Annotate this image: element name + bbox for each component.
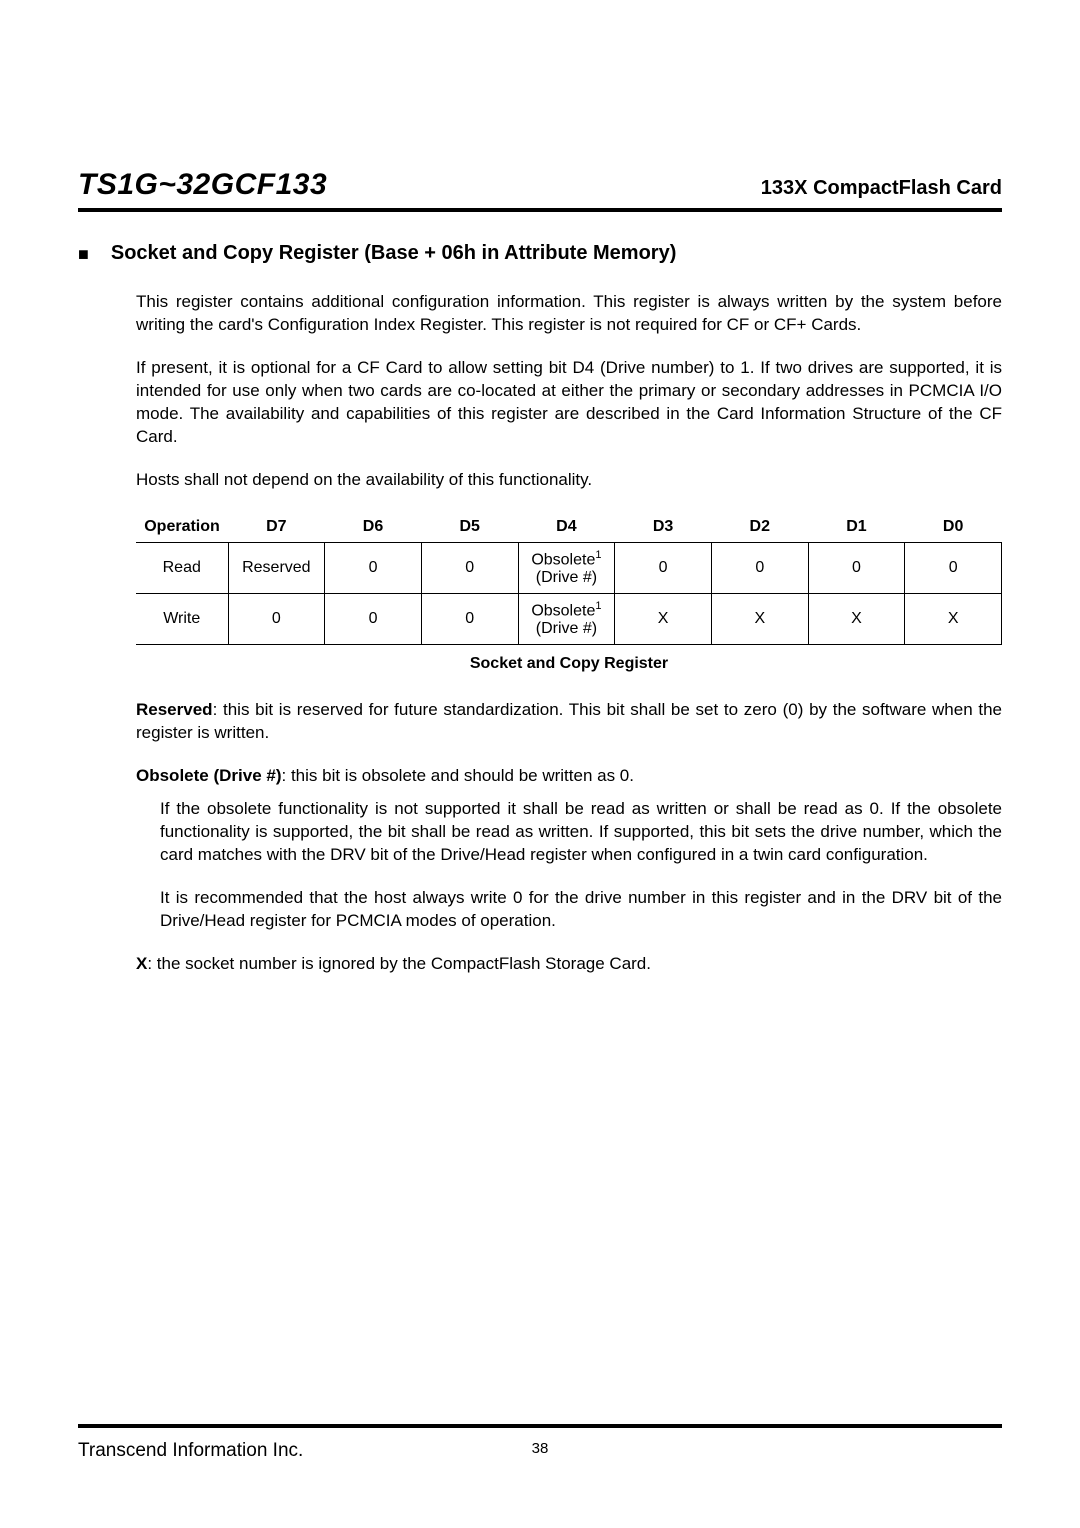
paragraph-x: X: the socket number is ignored by the C… [136, 953, 1002, 976]
cell-d5: 0 [421, 542, 518, 593]
cell-d0: X [905, 593, 1002, 644]
reserved-text: : this bit is reserved for future standa… [136, 700, 1002, 742]
cell-d4b: (Drive #) [536, 620, 597, 637]
col-d0: D0 [905, 512, 1002, 543]
paragraph-2: If present, it is optional for a CF Card… [136, 357, 1002, 449]
table-row: Read Reserved 0 0 Obsolete1 (Drive #) 0 0… [136, 542, 1002, 593]
cell-d2: 0 [711, 542, 808, 593]
paragraph-1: This register contains additional config… [136, 291, 1002, 337]
obsolete-text: : this bit is obsolete and should be wri… [282, 766, 634, 785]
table-row: Write 0 0 0 Obsolete1 (Drive #) X X X X [136, 593, 1002, 644]
cell-d7: 0 [228, 593, 325, 644]
cell-op: Read [136, 542, 228, 593]
x-text: : the socket number is ignored by the Co… [147, 954, 651, 973]
cell-d2: X [711, 593, 808, 644]
page-footer: Transcend Information Inc. 38 [78, 1424, 1002, 1462]
cell-d4b: (Drive #) [536, 569, 597, 586]
paragraph-7: It is recommended that the host always w… [160, 887, 1002, 933]
footer-company: Transcend Information Inc. [78, 1440, 303, 1462]
col-d5: D5 [421, 512, 518, 543]
paragraph-reserved: Reserved: this bit is reserved for futur… [136, 699, 1002, 745]
col-d3: D3 [615, 512, 712, 543]
cell-d4-sup: 1 [595, 600, 601, 612]
register-table: Operation D7 D6 D5 D4 D3 D2 D1 D0 Read R… [136, 512, 1002, 646]
col-d7: D7 [228, 512, 325, 543]
cell-d3: 0 [615, 542, 712, 593]
col-d4: D4 [518, 512, 615, 543]
col-d6: D6 [325, 512, 422, 543]
cell-d1: X [808, 593, 905, 644]
cell-d4: Obsolete1 (Drive #) [518, 593, 615, 644]
col-d2: D2 [711, 512, 808, 543]
bullet-icon: ■ [78, 245, 89, 263]
page-header: TS1G~32GCF133 133X CompactFlash Card [78, 168, 1002, 212]
cell-d6: 0 [325, 542, 422, 593]
body-content: This register contains additional config… [136, 291, 1002, 976]
cell-d1: 0 [808, 542, 905, 593]
table-caption: Socket and Copy Register [136, 655, 1002, 673]
col-operation: Operation [136, 512, 228, 543]
section-title: Socket and Copy Register (Base + 06h in … [111, 242, 677, 265]
paragraph-6: If the obsolete functionality is not sup… [160, 798, 1002, 867]
obsolete-label: Obsolete (Drive #) [136, 766, 282, 785]
table-header-row: Operation D7 D6 D5 D4 D3 D2 D1 D0 [136, 512, 1002, 543]
cell-d4a: Obsolete [531, 551, 595, 568]
footer-page-number: 38 [532, 1440, 549, 1457]
cell-d6: 0 [325, 593, 422, 644]
cell-d4: Obsolete1 (Drive #) [518, 542, 615, 593]
cell-d5: 0 [421, 593, 518, 644]
product-subtitle: 133X CompactFlash Card [761, 177, 1002, 200]
product-title: TS1G~32GCF133 [78, 168, 327, 202]
cell-d4-sup: 1 [595, 549, 601, 561]
paragraph-3: Hosts shall not depend on the availabili… [136, 469, 1002, 492]
col-d1: D1 [808, 512, 905, 543]
x-label: X [136, 954, 147, 973]
section-heading: ■ Socket and Copy Register (Base + 06h i… [78, 242, 1002, 265]
cell-op: Write [136, 593, 228, 644]
cell-d4a: Obsolete [531, 602, 595, 619]
cell-d3: X [615, 593, 712, 644]
cell-d7: Reserved [228, 542, 325, 593]
reserved-label: Reserved [136, 700, 213, 719]
paragraph-obsolete: Obsolete (Drive #): this bit is obsolete… [136, 765, 1002, 788]
cell-d0: 0 [905, 542, 1002, 593]
